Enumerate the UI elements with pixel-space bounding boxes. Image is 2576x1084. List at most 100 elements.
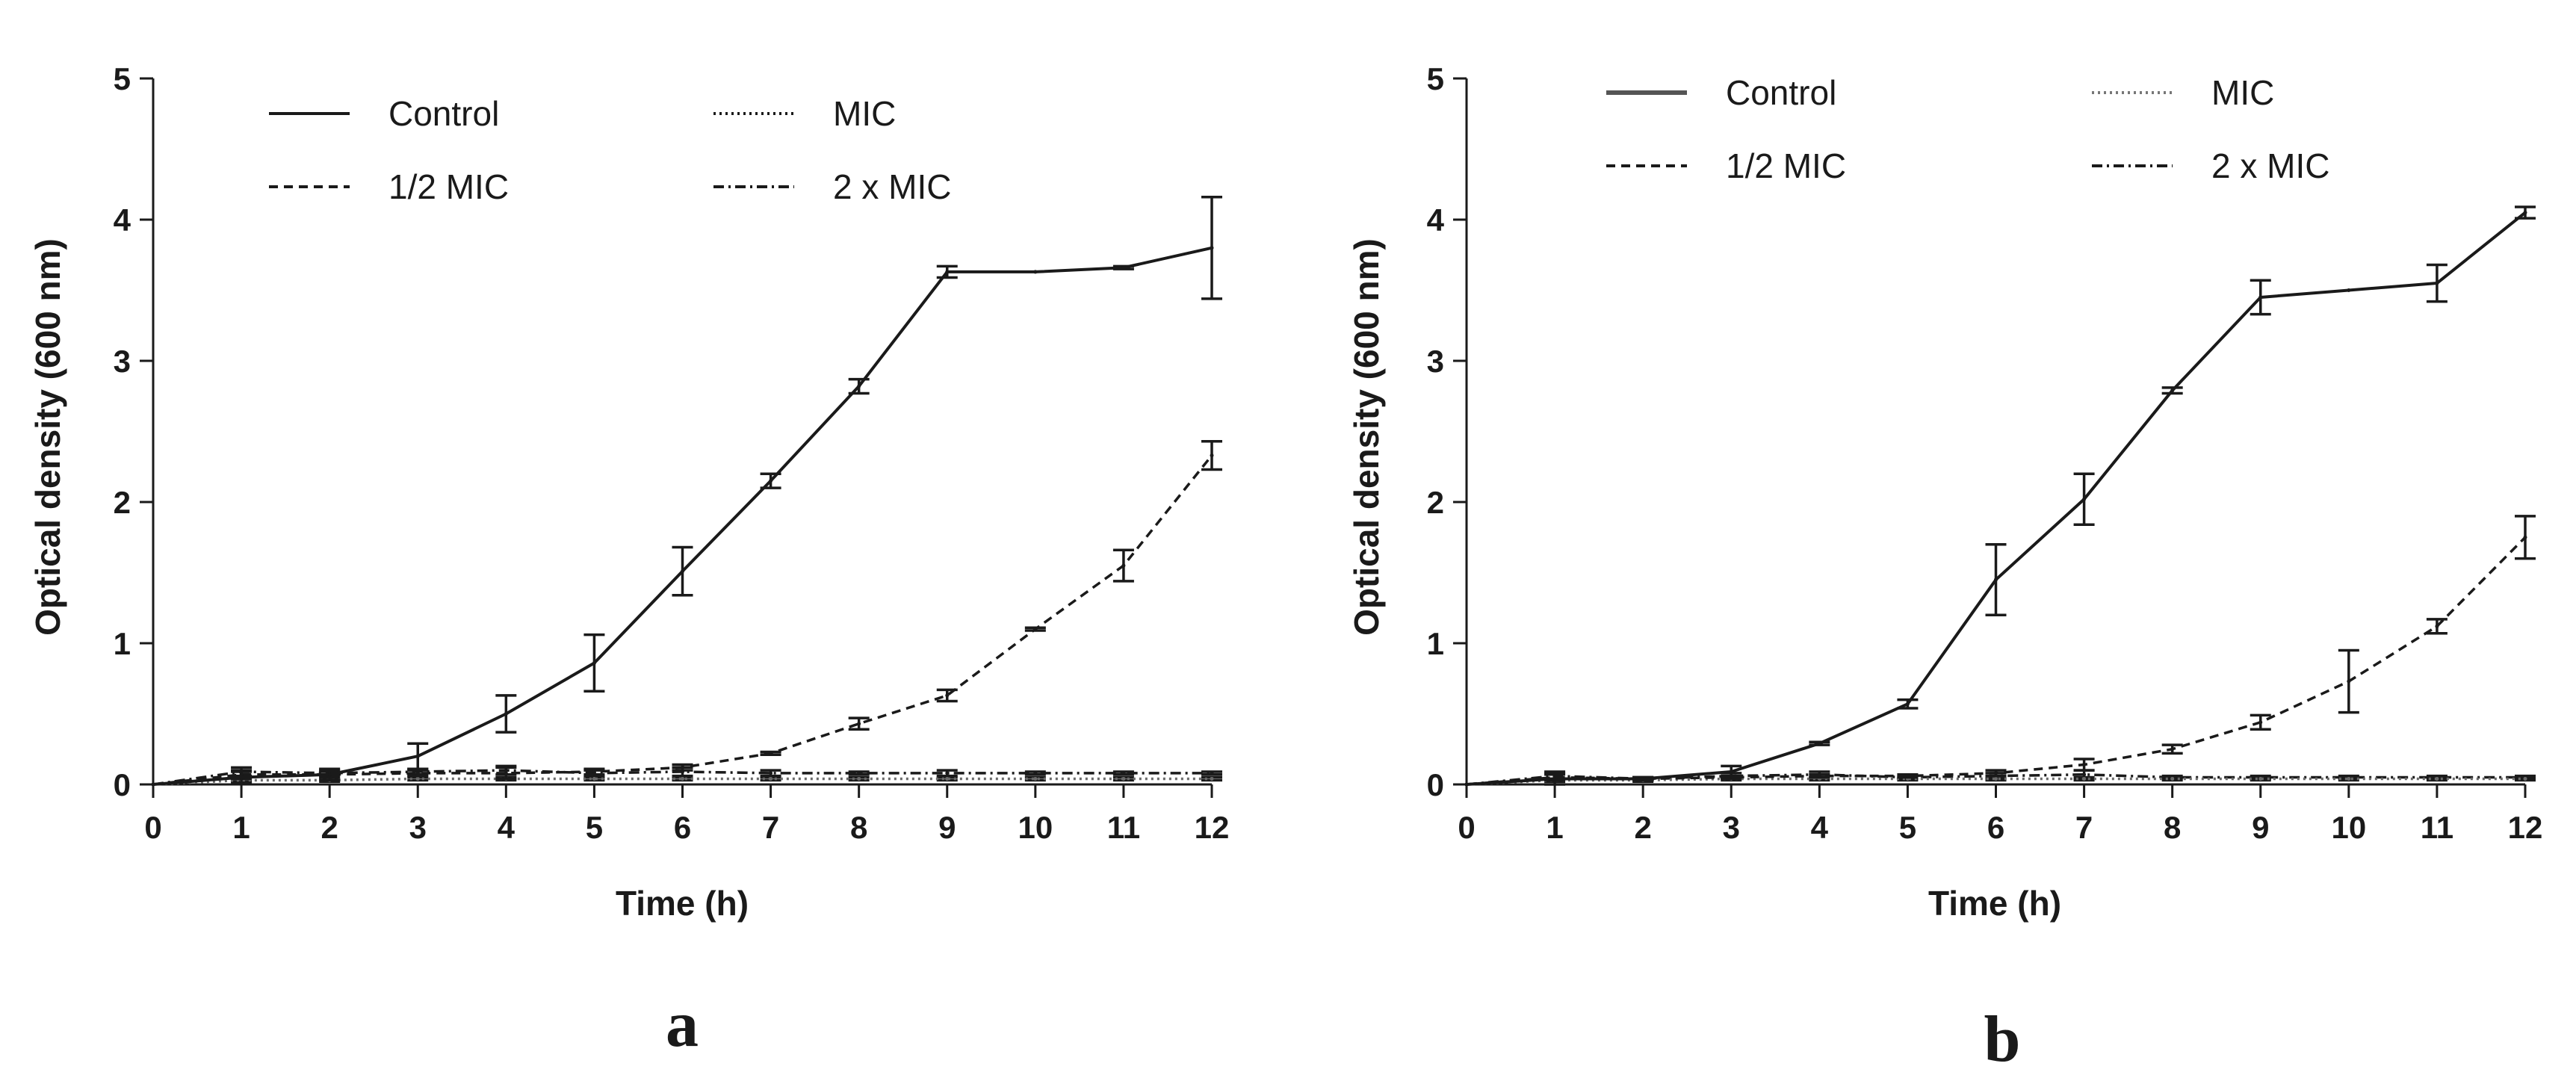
legend-label-mic: MIC [2211, 73, 2274, 112]
series-1-2-mic [151, 439, 1222, 787]
x-tick-label: 2 [1634, 810, 1651, 845]
y-tick-label: 5 [1427, 61, 1444, 96]
data-point [1210, 776, 1214, 781]
data-point [769, 776, 773, 781]
data-point [504, 771, 508, 775]
data-point [1905, 701, 1910, 706]
data-point [857, 776, 861, 781]
data-point [1033, 771, 1038, 775]
x-tick-label: 12 [1195, 810, 1230, 845]
legend-label-mic: MIC [833, 94, 896, 133]
x-tick-label: 11 [1107, 810, 1140, 845]
data-point [945, 693, 950, 698]
panel-label: b [1984, 1003, 2021, 1076]
data-point [2435, 281, 2439, 285]
x-tick-label: 0 [144, 810, 161, 845]
x-tick-label: 8 [850, 810, 867, 845]
x-tick-label: 1 [232, 810, 250, 845]
data-point [2170, 388, 2175, 393]
data-point [945, 776, 950, 781]
y-axis-title: Optical density (600 nm) [1347, 238, 1386, 636]
data-point [2347, 776, 2351, 781]
data-point [239, 775, 244, 780]
panel-label: a [666, 988, 699, 1061]
data-point [1121, 771, 1126, 775]
data-point [1121, 776, 1126, 781]
x-tick-label: 0 [1458, 810, 1475, 845]
data-point [2258, 295, 2263, 300]
x-tick-label: 9 [2252, 810, 2269, 845]
x-tick-label: 6 [1987, 810, 2004, 845]
data-point [2347, 679, 2351, 684]
data-point [769, 771, 773, 775]
data-point [681, 569, 684, 574]
data-point [681, 765, 684, 769]
series-control [1464, 205, 2536, 787]
legend-label-2x-mic: 2 x MIC [833, 167, 951, 206]
x-tick-label: 5 [1899, 810, 1916, 845]
x-tick-label: 9 [938, 810, 956, 845]
y-tick-label: 2 [114, 485, 131, 520]
data-point [2170, 747, 2175, 752]
x-tick-label: 6 [674, 810, 691, 845]
data-point [681, 776, 684, 781]
data-point [592, 660, 596, 665]
data-point [1121, 563, 1126, 568]
y-tick-label: 1 [1427, 626, 1444, 661]
data-point [1210, 453, 1214, 458]
data-point [1994, 577, 1998, 582]
data-point [592, 776, 596, 781]
y-tick-label: 0 [1427, 767, 1444, 802]
y-tick-label: 1 [114, 626, 131, 661]
x-tick-label: 7 [2075, 810, 2093, 845]
data-point [2258, 776, 2263, 781]
data-point [2347, 288, 2351, 292]
x-axis-title: Time (h) [1928, 884, 2061, 923]
series-1-2-mic [1464, 515, 2536, 787]
series-control [151, 196, 1222, 787]
data-point [1905, 774, 1910, 778]
x-tick-label: 10 [1018, 810, 1053, 845]
data-point [1121, 265, 1126, 270]
y-tick-label: 3 [1427, 344, 1444, 379]
data-point [504, 712, 508, 716]
data-point [327, 772, 332, 777]
data-point [857, 771, 861, 775]
x-tick-label: 8 [2164, 810, 2181, 845]
data-point [1817, 741, 1821, 746]
data-point [151, 782, 155, 787]
legend-label-control: Control [1726, 73, 1836, 112]
data-point [1464, 782, 1469, 787]
data-point [1817, 774, 1821, 778]
data-point [857, 384, 861, 388]
data-point [769, 479, 773, 483]
x-tick-label: 7 [762, 810, 779, 845]
data-point [2170, 776, 2175, 781]
data-point [2082, 776, 2087, 781]
x-tick-label: 12 [2508, 810, 2543, 845]
x-axis-title: Time (h) [616, 884, 749, 923]
x-tick-label: 5 [586, 810, 603, 845]
data-point [2523, 211, 2527, 215]
x-tick-label: 11 [2421, 810, 2453, 845]
x-tick-label: 4 [498, 810, 515, 845]
data-point [857, 722, 861, 726]
x-tick-label: 2 [321, 810, 338, 845]
y-tick-label: 4 [114, 202, 131, 238]
data-point [2258, 720, 2263, 725]
data-point [415, 776, 420, 781]
data-point [1033, 776, 1038, 781]
data-point [1033, 627, 1038, 631]
data-point [1641, 776, 1645, 781]
chart-panel-b: Optical density (600 nm) Time (h) b Cont… [1347, 61, 2542, 1076]
data-point [1994, 771, 1998, 775]
data-point [945, 771, 950, 775]
data-point [2082, 763, 2087, 767]
data-point [2523, 776, 2527, 781]
y-tick-label: 5 [114, 61, 131, 96]
data-point [769, 751, 773, 755]
y-tick-label: 2 [1427, 485, 1444, 520]
data-point [2435, 776, 2439, 781]
